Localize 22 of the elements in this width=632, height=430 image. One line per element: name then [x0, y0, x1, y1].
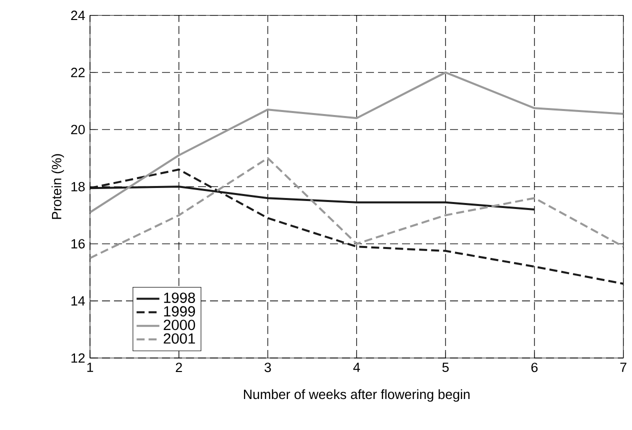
- y-tick-label: 20: [71, 124, 85, 134]
- x-tick-label: 7: [620, 362, 626, 372]
- y-tick-label: 18: [71, 182, 85, 192]
- legend-label: 1998: [164, 292, 196, 303]
- x-tick-label: 2: [176, 362, 182, 372]
- line-series: [90, 157, 624, 260]
- line-series: [90, 71, 624, 214]
- x-tick-label: 4: [353, 362, 360, 372]
- x-tick-label: 6: [531, 362, 538, 372]
- y-tick-label: 22: [71, 68, 85, 78]
- x-axis-title: Number of weeks after flowering begin: [244, 389, 470, 402]
- y-tick-label: 12: [71, 353, 85, 363]
- y-axis-title: Protein (%): [52, 154, 64, 219]
- legend-label: 2000: [164, 320, 196, 330]
- x-tick-label: 3: [264, 362, 271, 372]
- y-tick-label: 16: [71, 239, 85, 248]
- y-tick-label: 14: [71, 296, 85, 306]
- x-tick-label: 5: [442, 362, 449, 372]
- legend-label: 2001: [164, 333, 195, 344]
- y-tick-label: 24: [71, 10, 85, 20]
- legend-label: 1999: [164, 306, 195, 317]
- x-tick-label: 1: [87, 362, 94, 372]
